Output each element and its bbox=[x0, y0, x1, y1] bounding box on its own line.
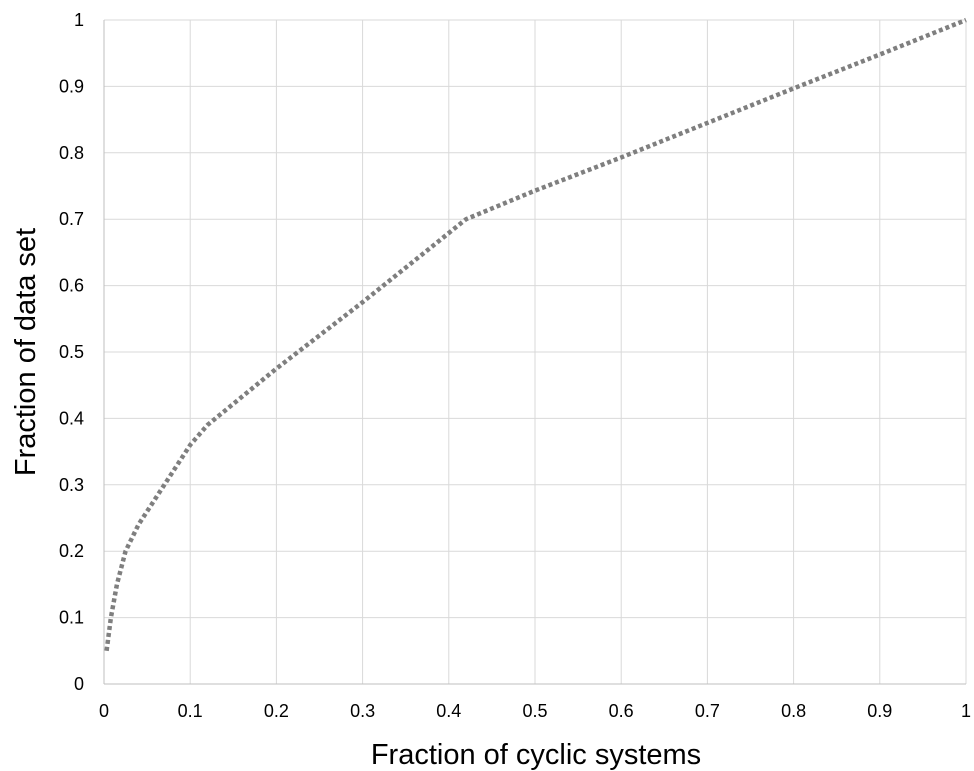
series-line bbox=[104, 17, 967, 652]
x-tick-label: 0.3 bbox=[350, 701, 375, 721]
y-tick-label: 0.1 bbox=[59, 608, 84, 628]
y-tick-label: 1 bbox=[74, 10, 84, 30]
x-tick-label: 0.7 bbox=[695, 701, 720, 721]
x-tick-label: 0.4 bbox=[436, 701, 461, 721]
x-tick-label: 0.5 bbox=[522, 701, 547, 721]
x-tick-labels: 0 0.1 0.2 0.3 0.4 0.5 0.6 0.7 0.8 0.9 1 bbox=[99, 701, 971, 721]
y-tick-label: 0.4 bbox=[59, 408, 84, 428]
y-tick-label: 0.2 bbox=[59, 541, 84, 561]
x-tick-label: 0 bbox=[99, 701, 109, 721]
x-tick-label: 0.9 bbox=[867, 701, 892, 721]
y-tick-label: 0 bbox=[74, 674, 84, 694]
y-tick-label: 0.9 bbox=[59, 76, 84, 96]
x-tick-label: 0.6 bbox=[609, 701, 634, 721]
y-axis-title: Fraction of data set bbox=[10, 228, 42, 476]
x-tick-label: 0.2 bbox=[264, 701, 289, 721]
grid bbox=[104, 19, 967, 684]
y-tick-label: 0.7 bbox=[59, 209, 84, 229]
y-tick-label: 0.6 bbox=[59, 276, 84, 296]
y-tick-labels: 0 0.1 0.2 0.3 0.4 0.5 0.6 0.7 0.8 0.9 1 bbox=[59, 10, 84, 694]
x-tick-label: 1 bbox=[961, 701, 971, 721]
x-tick-label: 0.8 bbox=[781, 701, 806, 721]
y-tick-label: 0.5 bbox=[59, 342, 84, 362]
x-tick-label: 0.1 bbox=[178, 701, 203, 721]
y-tick-label: 0.8 bbox=[59, 143, 84, 163]
y-tick-label: 0.3 bbox=[59, 475, 84, 495]
axes bbox=[103, 20, 966, 685]
series-layer bbox=[104, 17, 967, 652]
x-axis-title: Fraction of cyclic systems bbox=[371, 739, 701, 771]
